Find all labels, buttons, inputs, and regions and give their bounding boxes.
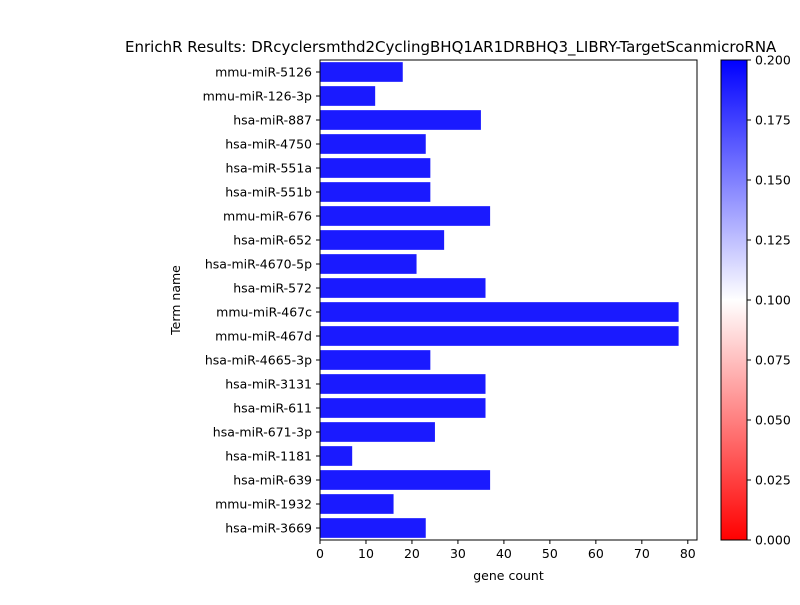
bar-hsa-miR-551a [320,158,431,178]
y-tick-label: hsa-miR-671-3p [213,425,312,440]
y-tick-label: mmu-miR-1932 [215,497,312,512]
x-tick-label: 60 [588,546,604,561]
y-tick-label: mmu-miR-5126 [215,65,312,80]
y-axis-label: Term name [168,265,183,336]
y-axis-ticks: mmu-miR-5126 mmu-miR-126-3p hsa-miR-887 hsa… [203,65,320,536]
y-tick-label: mmu-miR-126-3p [203,89,312,104]
x-tick-label: 80 [680,546,696,561]
y-tick-label: hsa-miR-4670-5p [205,257,312,272]
y-tick-label: hsa-miR-551b [225,185,312,200]
y-tick-label: hsa-miR-4750 [225,137,312,152]
bar-hsa-miR-639 [320,470,491,490]
bar-mmu-miR-467c [320,302,679,322]
y-tick-label: mmu-miR-467c [216,305,312,320]
y-tick-label: mmu-miR-676 [223,209,312,224]
colorbar-tick-label: 0.125 [755,233,791,248]
chart-title: EnrichR Results: DRcyclersmthd2CyclingBH… [125,38,777,57]
bar-hsa-miR-1181 [320,446,353,466]
plot-frame [319,59,698,541]
x-axis-ticks: 0 10 20 30 40 50 60 70 80 [316,540,696,561]
bars-group [320,62,679,538]
y-tick-label: hsa-miR-652 [233,233,312,248]
colorbar-tick-label: 0.000 [755,533,791,548]
x-tick-label: 0 [316,546,324,561]
colorbar-gradient [721,60,747,540]
colorbar-tick-label: 0.150 [755,173,791,188]
x-tick-label: 30 [450,546,466,561]
bar-hsa-miR-572 [320,278,486,298]
bar-hsa-miR-611 [320,398,486,418]
x-axis-label: gene count [473,568,544,583]
y-tick-label: mmu-miR-467d [215,329,312,344]
bar-hsa-miR-551b [320,182,431,202]
y-tick-label: hsa-miR-4665-3p [205,353,312,368]
colorbar-tick-label: 0.200 [755,53,791,68]
y-tick-label: hsa-miR-887 [233,113,312,128]
colorbar-tick-label: 0.025 [755,473,791,488]
bar-hsa-miR-3669 [320,518,426,538]
bar-mmu-miR-126-3p [320,86,376,106]
y-tick-label: hsa-miR-3131 [225,377,312,392]
bar-hsa-miR-4670-5p [320,254,417,274]
x-tick-label: 10 [358,546,374,561]
colorbar: 0.000 0.025 0.050 0.075 0.100 0.125 0.150 0.175… [720,53,791,548]
x-tick-label: 40 [496,546,512,561]
x-tick-label: 50 [542,546,558,561]
y-tick-label: hsa-miR-1181 [225,449,312,464]
bar-mmu-miR-676 [320,206,491,226]
y-tick-label: hsa-miR-551a [226,161,312,176]
bar-hsa-miR-4665-3p [320,350,431,370]
y-tick-label: hsa-miR-3669 [225,521,312,536]
colorbar-tick-label: 0.075 [755,353,791,368]
bar-mmu-miR-467d [320,326,679,346]
bar-hsa-miR-671-3p [320,422,435,442]
colorbar-tick-label: 0.050 [755,413,791,428]
y-tick-label: hsa-miR-639 [233,473,312,488]
bar-mmu-miR-1932 [320,494,394,514]
bar-hsa-miR-4750 [320,134,426,154]
bar-mmu-miR-5126 [320,62,403,82]
x-tick-label: 20 [404,546,420,561]
x-tick-label: 70 [634,546,650,561]
colorbar-tick-label: 0.175 [755,113,791,128]
colorbar-tick-label: 0.100 [755,293,791,308]
y-tick-label: hsa-miR-572 [233,281,312,296]
bar-hsa-miR-3131 [320,374,486,394]
y-tick-label: hsa-miR-611 [233,401,312,416]
colorbar-ticks: 0.000 0.025 0.050 0.075 0.100 0.125 0.150 0.175… [747,53,791,548]
bar-hsa-miR-887 [320,110,481,130]
bar-hsa-miR-652 [320,230,445,250]
